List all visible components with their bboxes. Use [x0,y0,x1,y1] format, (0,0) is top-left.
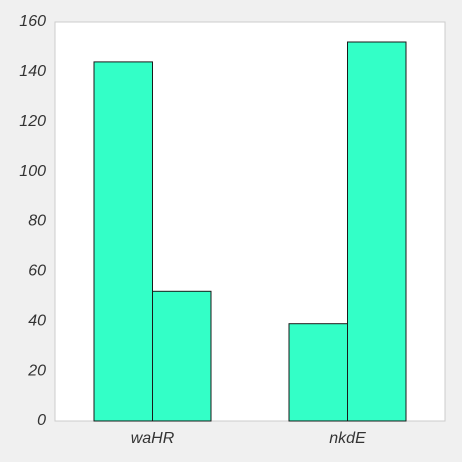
x-tick-label: waHR [131,430,175,447]
x-axis-ticks: waHR nkdE [131,430,366,447]
bars-group [93,41,407,422]
y-tick-label: 60 [28,263,46,280]
bar-nkdE-series-2 [347,41,407,422]
y-tick-label: 20 [27,362,46,379]
y-tick-label: 120 [19,113,46,130]
bar-nkdE-series-1 [288,323,348,422]
y-tick-label: 160 [19,13,46,30]
bar-waHR-series-2 [152,290,212,422]
y-tick-label: 80 [28,213,46,230]
bar-waHR-series-1 [93,61,153,422]
y-axis-ticks: 0 20 40 60 80 100 120 140 160 [19,13,46,429]
y-tick-label: 100 [19,163,46,180]
y-tick-label: 140 [19,63,46,80]
y-tick-label: 40 [28,312,46,329]
x-tick-label: nkdE [329,430,366,447]
y-tick-label: 0 [37,412,46,429]
